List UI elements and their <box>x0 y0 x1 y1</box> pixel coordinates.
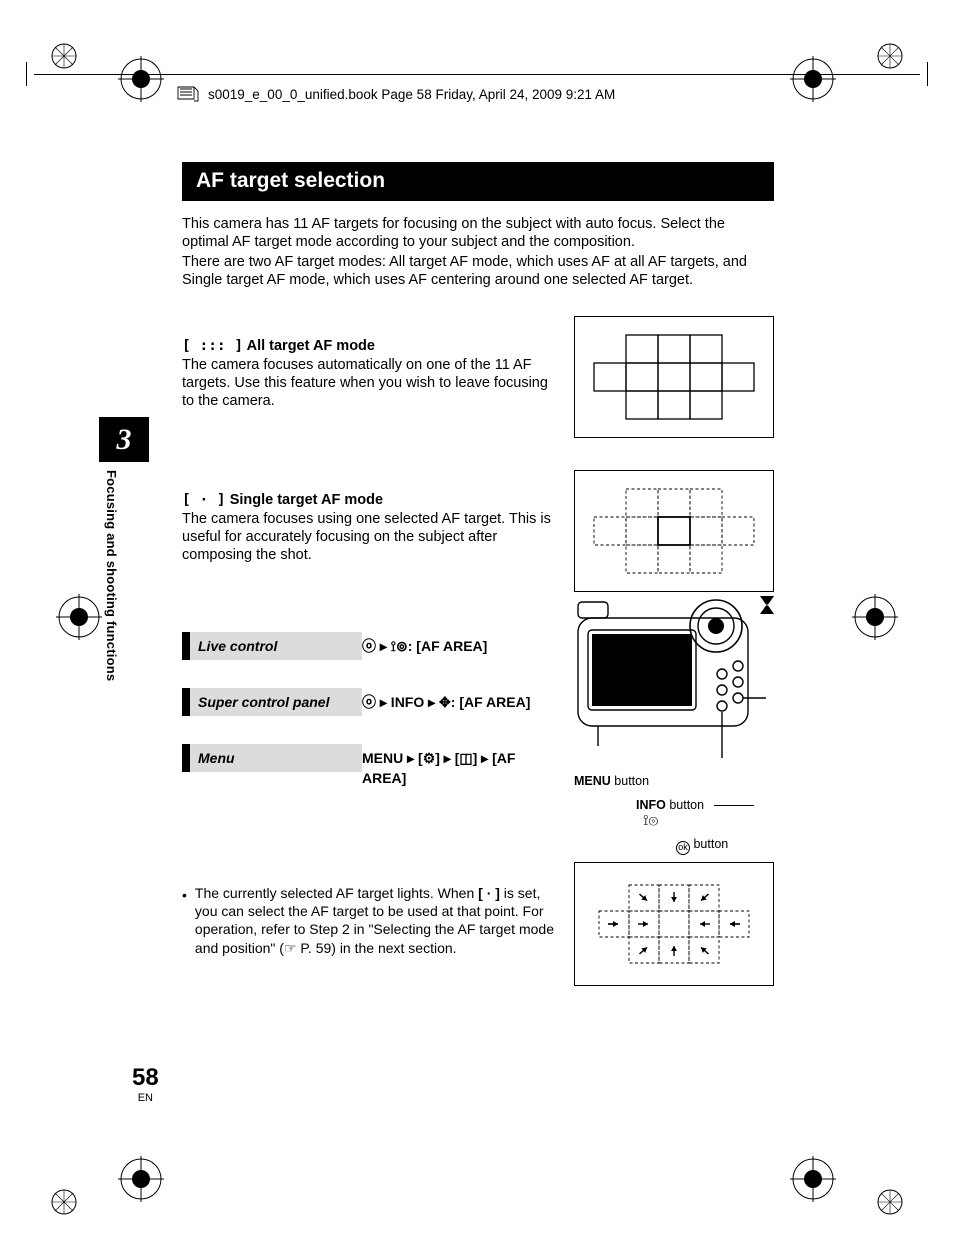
regmark-tl <box>50 42 78 70</box>
note-paragraph: • The currently selected AF target light… <box>182 884 556 957</box>
note-text-a: The currently selected AF target lights.… <box>195 885 478 901</box>
crosshair-tr <box>790 56 836 102</box>
intro-paragraph-2: There are two AF target modes: All targe… <box>182 253 774 289</box>
regmark-bl <box>50 1188 78 1216</box>
control-path-live: ⓞ ▸ ⟟⊚: [AF AREA] <box>362 632 487 656</box>
chapter-number: 3 <box>117 423 132 457</box>
crosshair-br <box>790 1156 836 1202</box>
chapter-label: Focusing and shooting functions <box>104 470 119 681</box>
page-number-value: 58 <box>132 1064 159 1091</box>
regmark-br <box>876 1188 904 1216</box>
arrow-grid-diagram <box>574 862 774 986</box>
bullet-icon: • <box>182 884 187 957</box>
control-name-menu: Menu <box>182 744 362 772</box>
camera-label-ok: ok button <box>676 837 778 855</box>
page-number: 58 EN <box>132 1064 159 1104</box>
intro-paragraph-1: This camera has 11 AF targets for focusi… <box>182 215 774 251</box>
crosshair-tl <box>118 56 164 102</box>
mode-single-text: The camera focuses using one selected AF… <box>182 510 556 564</box>
single-target-icon: [ · ] <box>182 492 226 508</box>
mode-single-heading-text: Single target AF mode <box>230 492 383 508</box>
mode-all-heading: [ ::: ] All target AF mode <box>182 338 556 354</box>
note-text-b: [ · ] <box>478 885 500 901</box>
note-text-d: ☞ P. 59) in the next section. <box>284 940 457 956</box>
single-target-diagram <box>574 470 774 592</box>
camera-label-menu: MENU MENU buttonbutton <box>574 774 778 788</box>
all-target-icon: [ ::: ] <box>182 338 243 354</box>
regmark-tr <box>876 42 904 70</box>
header-rule <box>34 74 920 75</box>
section-title: AF target selection <box>182 162 774 201</box>
camera-label-info: INFO button ⟟⊚ <box>636 798 778 829</box>
crosshair-mr <box>852 594 898 640</box>
control-path-menu: MENU ▸ [⚙] ▸ [◫] ▸ [AF AREA] <box>362 744 542 789</box>
mode-single-heading: [ · ] Single target AF mode <box>182 492 556 508</box>
control-name-live: Live control <box>182 632 362 660</box>
control-path-scp: ⓞ ▸ INFO ▸ ✥: [AF AREA] <box>362 688 530 712</box>
crosshair-bl <box>118 1156 164 1202</box>
camera-illustration-area: MENU MENU buttonbutton INFO button ⟟⊚ ok… <box>568 584 778 855</box>
framemaker-icon <box>176 85 200 103</box>
crosshair-ml <box>56 594 102 640</box>
camera-illustration <box>568 584 778 764</box>
control-name-scp: Super control panel <box>182 688 362 716</box>
mode-all-text: The camera focuses automatically on one … <box>182 356 556 410</box>
mode-all-heading-text: All target AF mode <box>247 338 375 354</box>
page-lang: EN <box>132 1092 159 1104</box>
header-file-line: s0019_e_00_0_unified.book Page 58 Friday… <box>176 85 615 103</box>
header-file-text: s0019_e_00_0_unified.book Page 58 Friday… <box>208 87 615 102</box>
all-target-diagram <box>574 316 774 438</box>
page-content: AF target selection This camera has 11 A… <box>182 162 774 986</box>
dial-arrows-icon <box>760 596 774 614</box>
chapter-number-tab: 3 <box>99 417 149 462</box>
